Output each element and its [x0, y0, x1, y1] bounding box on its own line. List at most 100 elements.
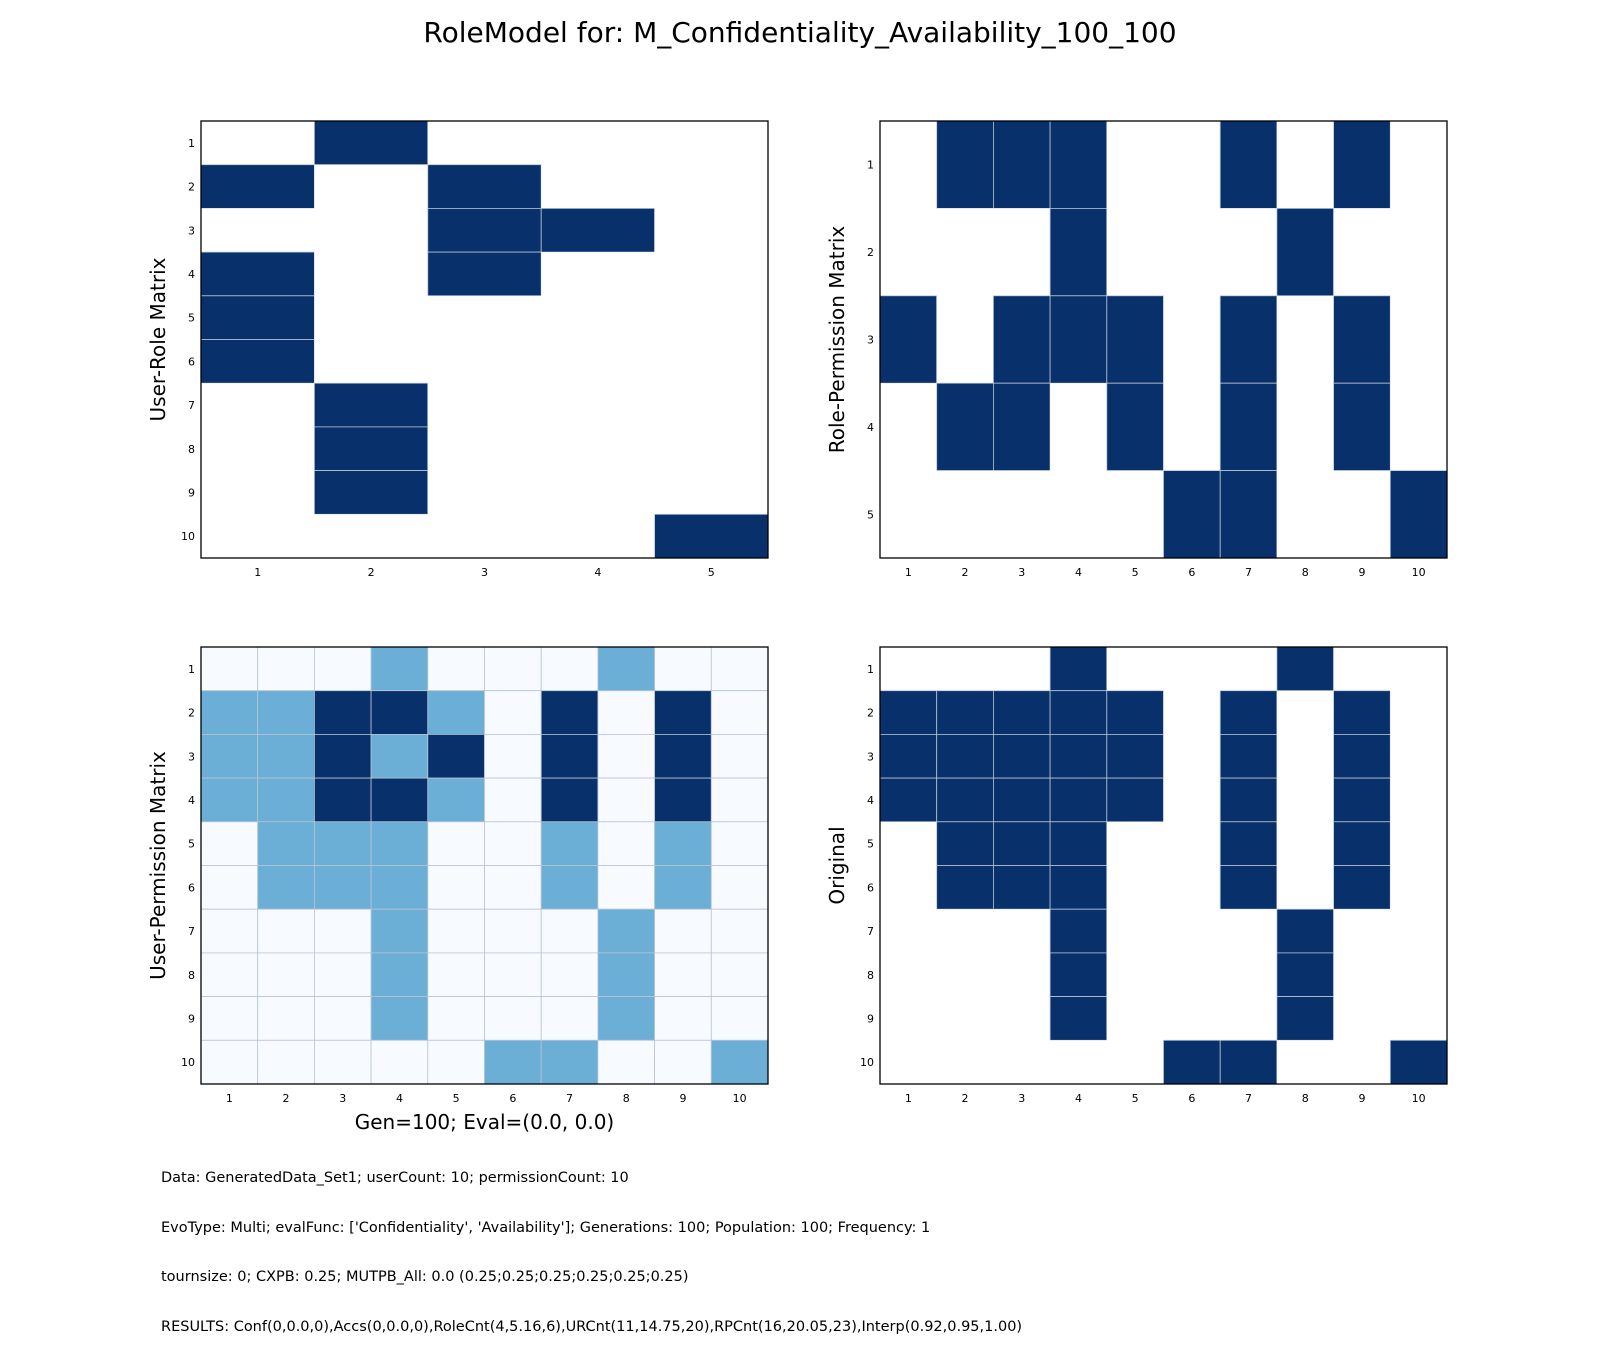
heatmap-cell [597, 734, 656, 779]
heatmap-cell [541, 295, 655, 340]
heatmap-cell [484, 1039, 542, 1085]
heatmap-cell [1050, 1040, 1107, 1084]
y-tick-label: 4 [188, 794, 195, 807]
heatmap-cell [1219, 470, 1278, 559]
heatmap-cell [201, 383, 315, 427]
heatmap-cell [993, 382, 1051, 472]
heatmap-panels: 1 2 3 4 5 1 2 3 4 5 6 7 8 9 10 User-Role Matrix 1 2 3 4 5 6 7 8… [146, 120, 1448, 1134]
heatmap-cell [314, 252, 428, 296]
heatmap-cell [597, 996, 656, 1041]
axes-frame [879, 120, 1448, 559]
heatmap-cell [597, 646, 656, 692]
heatmap-cell [257, 1039, 315, 1085]
heatmap-cell [597, 952, 656, 998]
heatmap-cell [880, 383, 937, 471]
heatmap-cell [1106, 121, 1164, 209]
heatmap-cell [1106, 295, 1164, 384]
heatmap-cell [1106, 470, 1164, 558]
x-tick-label: 10 [1412, 1092, 1426, 1105]
heatmap-cell [1163, 778, 1221, 822]
heatmap-cell [314, 164, 428, 209]
heatmap-cell [200, 251, 315, 297]
heatmap-cell [1219, 734, 1278, 779]
heatmap-cell [1276, 865, 1334, 910]
heatmap-cell [200, 734, 259, 779]
heatmap-cell [993, 1040, 1051, 1084]
heatmap-cell [1390, 208, 1447, 296]
x-tick-label: 2 [962, 566, 969, 579]
y-tick-label: 8 [188, 443, 195, 456]
heatmap-cell [1219, 690, 1278, 735]
heatmap-cell [993, 647, 1051, 691]
footer-evo-line: EvoType: Multi; evalFunc: ['Confidential… [161, 1219, 931, 1236]
heatmap-cell [880, 647, 937, 691]
heatmap-cell [540, 690, 599, 735]
y-tick-label: 10 [181, 530, 195, 543]
heatmap-cell [1163, 208, 1221, 296]
heatmap-cell [993, 996, 1051, 1041]
heatmap-cell [1333, 952, 1391, 997]
heatmap-cell [1163, 734, 1221, 779]
heatmap-cell [1389, 470, 1448, 559]
heatmap-cell [1333, 1040, 1391, 1084]
heatmap-cell [1163, 996, 1221, 1041]
heatmap-cell [654, 252, 768, 296]
heatmap-cell [200, 295, 315, 340]
heatmap-cell [993, 952, 1051, 997]
heatmap-cell [936, 470, 994, 558]
heatmap-cell [654, 865, 712, 910]
y-tick-label: 5 [867, 838, 874, 851]
heatmap-cell [936, 647, 994, 691]
x-tick-label: 8 [1302, 1092, 1309, 1105]
heatmap-cell [710, 996, 769, 1041]
y-tick-label: 2 [188, 181, 195, 194]
heatmap-cell [541, 339, 655, 384]
heatmap-cell [1333, 470, 1391, 558]
heatmap-cell [1106, 208, 1164, 296]
heatmap-cell [200, 865, 259, 910]
heatmap-cell [427, 383, 542, 427]
heatmap-panel-1: 1 2 3 4 5 1 2 3 4 5 6 7 8 9 10 User-Role Matrix [146, 120, 769, 579]
heatmap-cell [879, 734, 938, 779]
heatmap-cell [257, 734, 315, 779]
x-tick-label: 7 [566, 1092, 573, 1105]
heatmap-cell [314, 514, 428, 558]
heatmap-cell [936, 120, 994, 209]
heatmap-cell [201, 208, 315, 253]
y-tick-label: 1 [188, 137, 195, 150]
heatmap-cell [1106, 952, 1164, 997]
heatmap-cell [1390, 383, 1447, 471]
heatmap-cell [484, 690, 542, 735]
heatmap-cell [541, 514, 655, 558]
heatmap-cell [427, 646, 485, 692]
heatmap-cell [541, 252, 655, 296]
x-tick-label: 8 [1302, 566, 1309, 579]
y-tick-label: 9 [188, 1012, 195, 1025]
heatmap-cell [654, 821, 712, 866]
y-tick-label: 4 [188, 268, 195, 281]
x-tick-label: 9 [1358, 566, 1365, 579]
heatmap-cell [1333, 382, 1391, 472]
heatmap-cell [1389, 1039, 1448, 1085]
heatmap-cell [1276, 383, 1334, 471]
heatmap-cell [597, 777, 656, 823]
x-tick-label: 4 [594, 566, 601, 579]
y-tick-label: 6 [188, 355, 195, 368]
heatmap-cell [257, 690, 315, 735]
x-tick-label: 2 [283, 1092, 290, 1105]
y-tick-label: 3 [188, 750, 195, 763]
heatmap-cell [880, 952, 937, 997]
heatmap-cell [654, 734, 712, 779]
heatmap-cell [1220, 909, 1277, 953]
y-axis-label: User-Permission Matrix [146, 751, 170, 980]
axes-frame [879, 646, 1448, 1085]
heatmap-cell [1276, 778, 1334, 822]
x-tick-label: 5 [453, 1092, 460, 1105]
x-tick-label: 4 [396, 1092, 403, 1105]
heatmap-cell [654, 295, 768, 340]
y-tick-label: 2 [188, 707, 195, 720]
heatmap-cell [1106, 996, 1164, 1041]
axes-frame [200, 646, 769, 1085]
heatmap-cell [1106, 382, 1164, 472]
heatmap-cell [313, 734, 372, 779]
